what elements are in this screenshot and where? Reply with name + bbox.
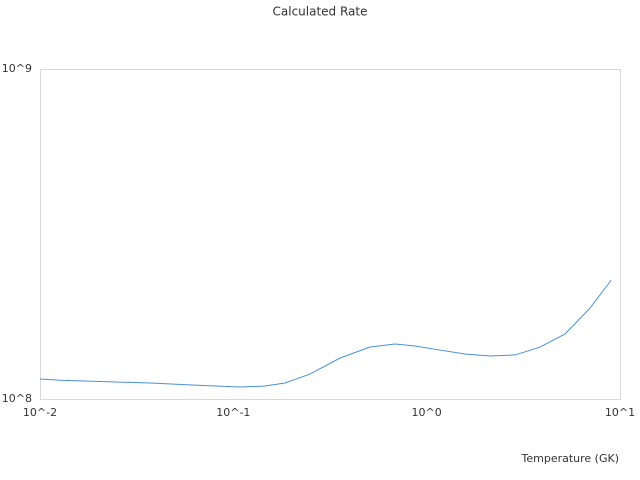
x-axis-label: Temperature (GK): [521, 452, 620, 465]
x-tick-label: 10^-2: [23, 406, 57, 419]
y-tick-label: 10^8: [2, 392, 32, 405]
line-series: [39, 279, 612, 388]
x-tick-label: 10^1: [605, 406, 635, 419]
y-tick-label: 10^9: [2, 62, 32, 75]
plot-frame: [40, 69, 621, 400]
chart-title: Calculated Rate: [273, 5, 368, 19]
x-tick-label: 10^-1: [216, 406, 250, 419]
x-tick-label: 10^0: [412, 406, 442, 419]
